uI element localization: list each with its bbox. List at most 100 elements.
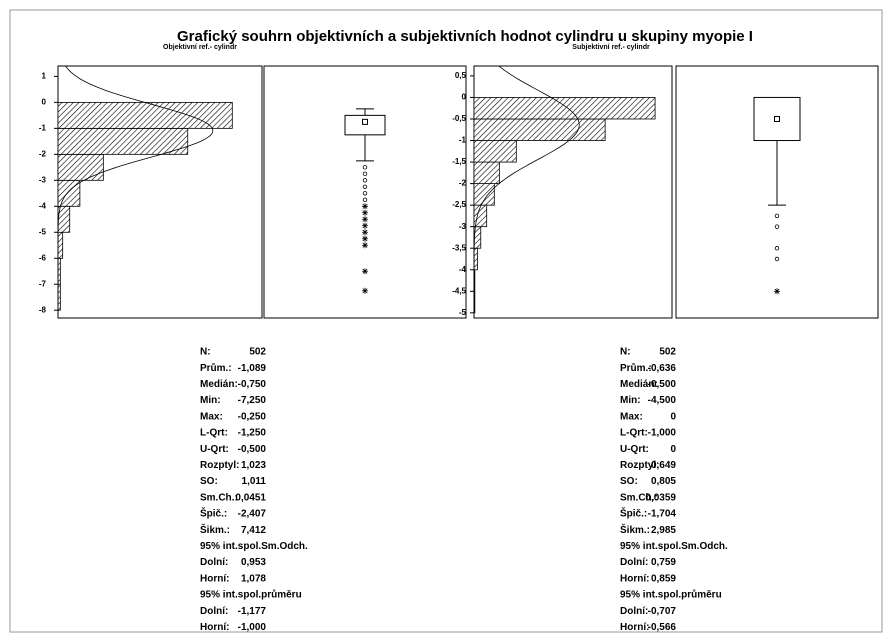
stat-label: Šikm.:	[620, 523, 650, 536]
y-tick-label: -5	[39, 227, 47, 236]
outlier	[362, 197, 368, 202]
plot-area	[263, 65, 467, 319]
outlier	[362, 184, 368, 190]
stat-label: Min:	[200, 395, 221, 406]
y-tick-label: -3	[459, 222, 467, 231]
stat-value: -1,704	[648, 509, 677, 520]
extreme	[362, 287, 368, 294]
extreme	[362, 235, 368, 242]
stat-label: Prům.:	[620, 362, 652, 374]
y-tick-label: -4,5	[452, 286, 466, 295]
stat-label: Max:	[620, 411, 643, 422]
stat-value: 0,0359	[645, 492, 676, 503]
extreme	[362, 229, 368, 236]
stat-label: Horní:	[200, 573, 229, 584]
stat-value: 0,953	[241, 557, 266, 568]
plot-area	[675, 65, 879, 319]
y-tick-label: 0,5	[455, 71, 467, 80]
stat-label: 95% int.spol.Sm.Odch.	[620, 541, 728, 552]
stat-label: Šikm.:	[200, 523, 230, 536]
stat-label: Medián:	[200, 379, 238, 390]
histogram-bar	[473, 97, 656, 120]
stat-value: -7,250	[238, 395, 267, 406]
stat-value: 0,649	[651, 460, 676, 471]
stat-value: 0,759	[651, 557, 676, 568]
outlier	[362, 178, 368, 183]
histogram-bar	[473, 183, 495, 206]
stat-value: -0,707	[648, 606, 677, 617]
y-tick-label: 0	[462, 93, 467, 102]
outlier	[774, 224, 780, 229]
stat-value: -0,500	[238, 444, 267, 455]
stat-value: 502	[249, 347, 266, 358]
stat-label: SO:	[200, 476, 218, 487]
stat-value: -0,250	[238, 411, 267, 422]
y-tick-label: -4	[39, 201, 47, 210]
stat-value: -1,250	[238, 428, 267, 439]
stat-label: Sm.Ch.:	[200, 492, 238, 503]
stat-label: U-Qrt:	[200, 444, 229, 455]
stat-value: 1,078	[241, 573, 266, 584]
extreme	[362, 203, 368, 210]
y-tick-label: -5	[459, 308, 467, 317]
stat-label: Dolní:	[620, 557, 648, 568]
subtitle: Subjektivní ref.- cylindr	[572, 44, 650, 51]
stat-label: L-Qrt:	[620, 428, 648, 439]
y-tick-label: -1,5	[452, 157, 466, 166]
stat-label: 95% int.spol.Sm.Odch.	[200, 541, 308, 552]
stat-label: N:	[200, 347, 211, 358]
stat-value: -1,177	[238, 606, 267, 617]
stat-value: -0,566	[648, 622, 677, 633]
stat-label: Špič.:	[620, 507, 647, 520]
stat-value: -0,500	[648, 379, 677, 390]
stat-label: Dolní:	[620, 606, 648, 617]
chart-title: Grafický souhrn objektivních a subjektiv…	[177, 28, 753, 45]
stat-value: 2,985	[651, 525, 676, 536]
stat-label: Dolní:	[200, 606, 228, 617]
stat-label: L-Qrt:	[200, 428, 228, 439]
stat-value: 0	[670, 411, 676, 422]
y-tick-label: -6	[39, 253, 47, 262]
stat-value: -1,000	[238, 622, 267, 633]
stat-label: Sm.Ch.:	[620, 492, 658, 503]
outlier	[774, 213, 780, 219]
stat-label: Rozptyl:	[620, 460, 659, 471]
outlier	[362, 191, 368, 196]
median-marker	[362, 118, 368, 125]
stat-label: Prům.:	[200, 362, 232, 374]
extreme	[362, 209, 368, 216]
y-tick-label: -1	[459, 136, 467, 145]
y-tick-label: -0,5	[452, 114, 466, 123]
y-tick-label: -2	[459, 179, 467, 188]
stat-value: -0,750	[238, 379, 267, 390]
outlier	[362, 171, 368, 177]
histogram-bar	[57, 231, 64, 259]
median-marker	[774, 115, 780, 122]
y-tick-label: -3	[39, 175, 47, 184]
stat-label: Horní:	[200, 622, 229, 633]
stat-value: 0,0451	[235, 492, 266, 503]
stat-value: -0,636	[648, 363, 677, 374]
stat-label: N:	[620, 347, 631, 358]
stat-value: 7,412	[241, 525, 266, 536]
stat-label: 95% int.spol.průměru	[620, 589, 722, 601]
stat-label: U-Qrt:	[620, 444, 649, 455]
extreme	[362, 242, 368, 249]
stat-value: -4,500	[648, 395, 677, 406]
stat-value: -2,407	[238, 509, 267, 520]
histogram-bar	[473, 118, 606, 141]
histogram-bar	[473, 140, 517, 163]
y-tick-label: -1	[39, 123, 47, 132]
normal-curve	[57, 65, 214, 318]
y-tick-label: -4	[459, 265, 467, 274]
stat-label: Špič.:	[200, 507, 227, 520]
stat-label: Horní:	[620, 622, 649, 633]
stat-value: 0,805	[651, 476, 676, 487]
y-tick-label: -8	[39, 305, 47, 314]
stat-label: Max:	[200, 411, 223, 422]
stat-label: Rozptyl:	[200, 460, 239, 471]
frame	[9, 9, 883, 633]
outlier	[774, 256, 780, 262]
stat-value: 0,859	[651, 573, 676, 584]
histogram-bar	[57, 179, 81, 207]
